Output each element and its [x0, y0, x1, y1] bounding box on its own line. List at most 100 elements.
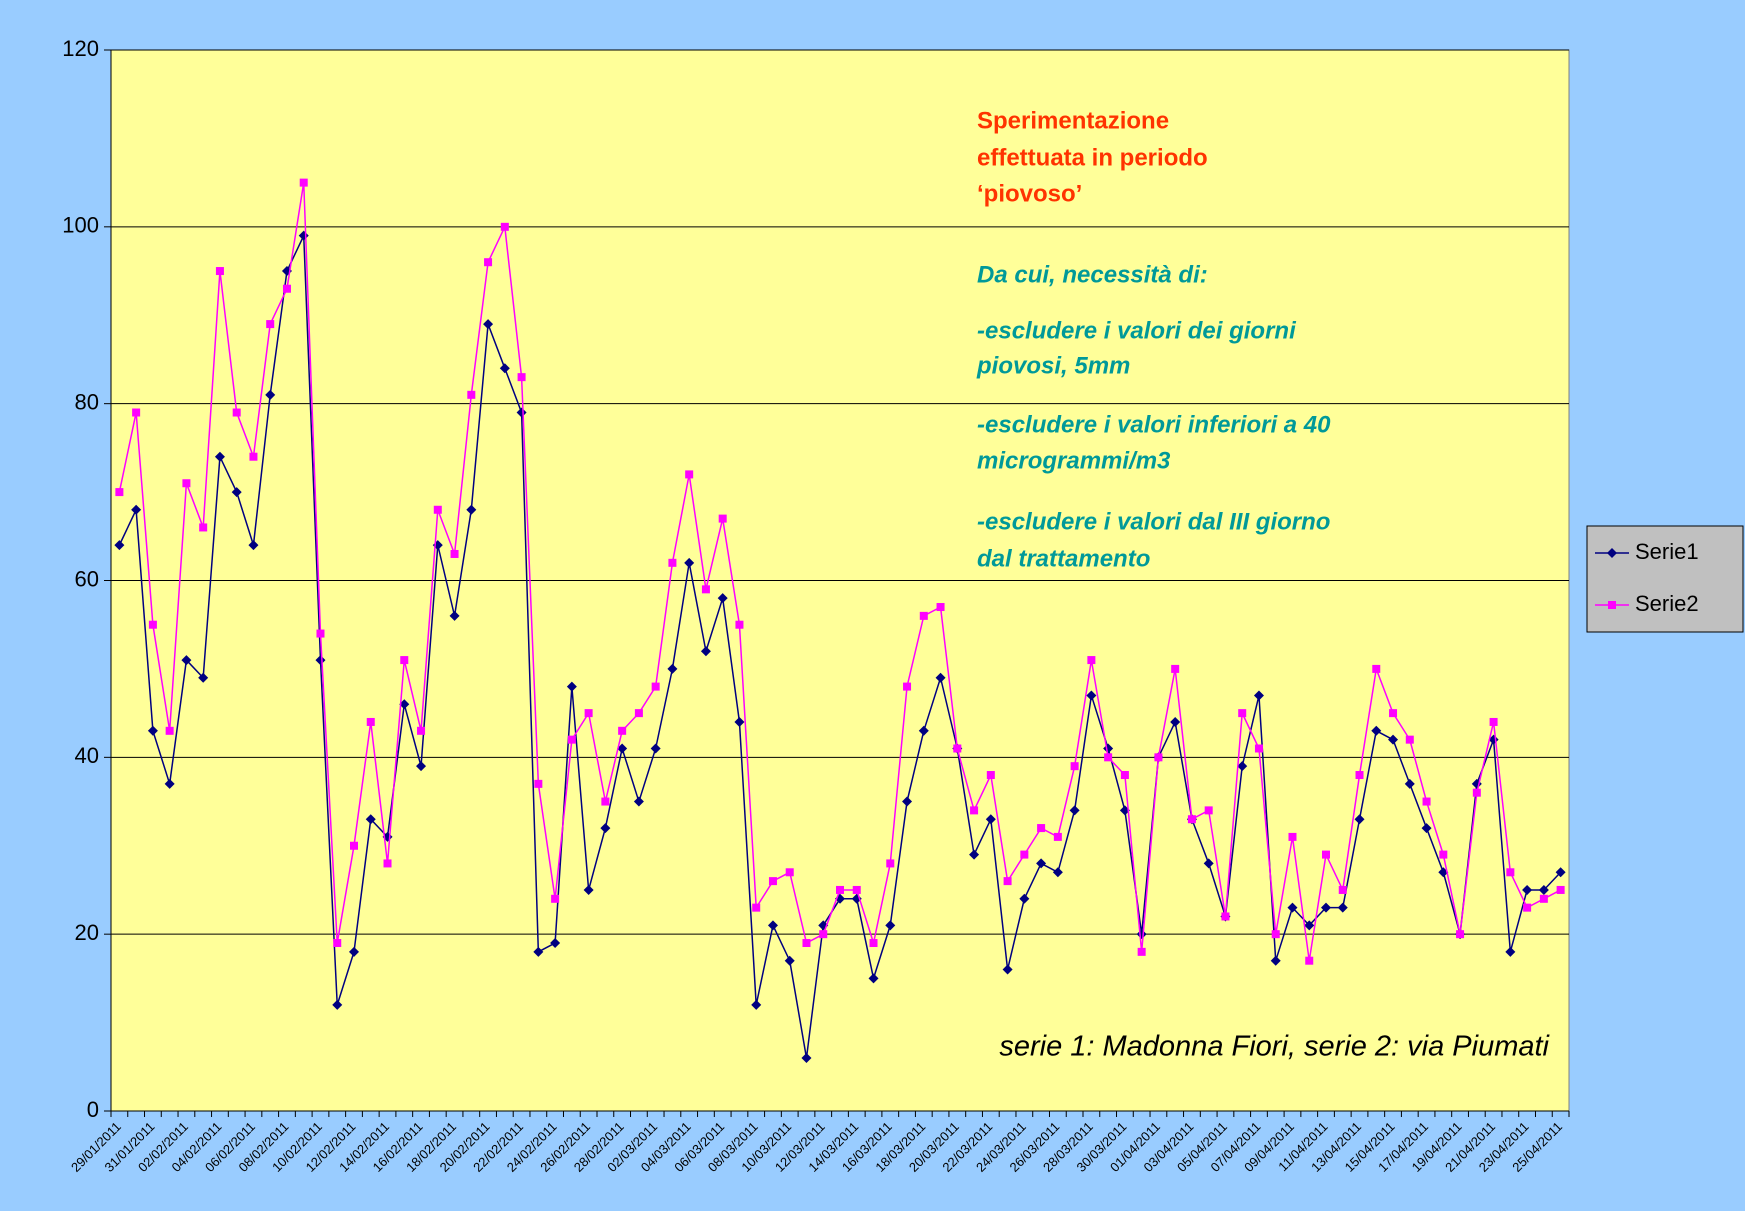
point: [768, 877, 777, 886]
point: [198, 672, 209, 683]
point: [936, 603, 945, 612]
point: [1522, 884, 1533, 895]
y-tick-label: 40: [75, 743, 99, 768]
point: [868, 973, 879, 984]
legend-label: Serie1: [1635, 539, 1699, 564]
point: [383, 859, 392, 868]
point: [1069, 805, 1080, 816]
point: [1305, 956, 1314, 965]
point: [1539, 894, 1548, 903]
point: [1171, 664, 1180, 673]
point: [399, 699, 410, 710]
point: [132, 408, 141, 417]
point: [1422, 797, 1431, 806]
point: [801, 1052, 812, 1063]
point: [534, 779, 543, 788]
point: [232, 408, 241, 417]
point: [617, 743, 628, 754]
point: [449, 610, 460, 621]
point: [550, 938, 561, 949]
point: [735, 620, 744, 629]
annotation-note: -escludere i valori dei giorni: [977, 317, 1297, 344]
point: [417, 726, 426, 735]
point: [1086, 690, 1097, 701]
point: [634, 709, 643, 718]
annotation-headline: Sperimentazione: [977, 107, 1169, 134]
point: [1472, 788, 1481, 797]
point: [231, 487, 242, 498]
annotation-note: dal trattamento: [977, 545, 1150, 572]
point: [767, 920, 778, 931]
point: [1020, 850, 1029, 859]
point: [416, 761, 427, 772]
point: [885, 920, 896, 931]
point: [484, 258, 493, 267]
point: [1204, 806, 1213, 815]
point: [651, 682, 660, 691]
point: [667, 663, 678, 674]
point: [1087, 656, 1096, 665]
point: [633, 796, 644, 807]
point: [1607, 548, 1617, 558]
y-tick-label: 80: [75, 389, 99, 414]
point: [1238, 709, 1247, 718]
footnote: serie 1: Madonna Fiori, serie 2: via Piu…: [999, 1031, 1550, 1063]
point: [365, 814, 376, 825]
point: [1372, 664, 1381, 673]
point: [1456, 930, 1465, 939]
y-tick-label: 0: [87, 1097, 99, 1122]
point: [985, 814, 996, 825]
point: [1388, 734, 1399, 745]
point: [332, 999, 343, 1010]
point: [1304, 920, 1315, 931]
point: [467, 390, 476, 399]
point: [919, 611, 928, 620]
annotation-headline: effettuata in periodo: [977, 144, 1208, 171]
point: [717, 593, 728, 604]
point: [718, 514, 727, 523]
point: [517, 373, 526, 382]
point: [1003, 877, 1012, 886]
annotation-note: piovosi, 5mm: [976, 352, 1130, 379]
point: [131, 504, 142, 515]
point: [1052, 867, 1063, 878]
point: [734, 716, 745, 727]
point: [1237, 761, 1248, 772]
point: [1405, 735, 1414, 744]
point: [986, 771, 995, 780]
annotation-note: -escludere i valori inferiori a 40: [977, 411, 1331, 438]
y-tick-label: 20: [75, 920, 99, 945]
point: [902, 796, 913, 807]
point: [500, 222, 509, 231]
point: [366, 717, 375, 726]
point: [299, 178, 308, 187]
point: [1104, 753, 1113, 762]
point: [566, 681, 577, 692]
point: [1070, 762, 1079, 771]
point: [114, 540, 125, 551]
point: [400, 656, 409, 665]
point: [165, 726, 174, 735]
legend-box: [1586, 525, 1744, 633]
point: [567, 735, 576, 744]
point: [1288, 832, 1297, 841]
point: [751, 999, 762, 1010]
point: [1019, 893, 1030, 904]
point: [618, 726, 627, 735]
point: [350, 841, 358, 850]
point: [1555, 867, 1566, 878]
point: [282, 284, 291, 293]
point: [1439, 850, 1448, 859]
point: [1354, 814, 1365, 825]
point: [349, 946, 359, 957]
point: [584, 709, 593, 718]
annotation-note: Da cui, necessità di:: [977, 261, 1208, 288]
annotation-note: -escludere i valori dal III giorno: [977, 508, 1330, 535]
point: [516, 407, 527, 418]
point: [315, 655, 326, 666]
point: [969, 849, 980, 860]
point: [148, 620, 157, 629]
point: [164, 778, 175, 789]
annotation-headline: ‘piovoso’: [977, 180, 1082, 207]
point: [1337, 902, 1348, 913]
